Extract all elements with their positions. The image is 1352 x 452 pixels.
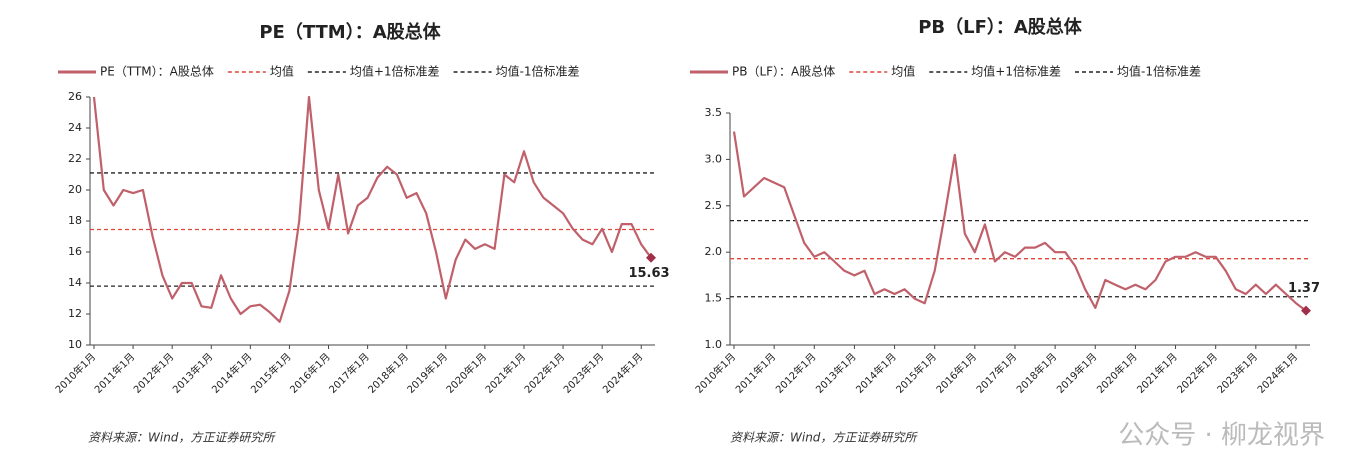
x-tick-label: 2023年1月 — [561, 350, 607, 396]
x-tick-label: 2015年1月 — [893, 350, 939, 396]
series-line — [92, 95, 652, 323]
x-tick-label: 2024年1月 — [600, 350, 646, 396]
x-tick-label: 2014年1月 — [209, 350, 255, 396]
y-tick-label: 16 — [68, 245, 82, 258]
y-tick-label: 3.0 — [705, 152, 723, 165]
legend-label: PE（TTM）：A股总体 — [100, 65, 214, 79]
end-marker — [1301, 305, 1311, 316]
x-tick-label: 2021年1月 — [482, 350, 528, 396]
end-label: 1.37 — [1288, 281, 1320, 296]
legend-label: 均值-1倍标准差 — [1117, 64, 1201, 79]
y-tick-label: 26 — [68, 90, 82, 103]
x-tick-label: 2019年1月 — [1054, 350, 1100, 396]
legend-label: 均值 — [891, 64, 915, 79]
y-tick-label: 14 — [68, 276, 82, 289]
x-tick-label: 2016年1月 — [287, 350, 333, 396]
x-tick-label: 2018年1月 — [1014, 350, 1060, 396]
x-tick-label: 2011年1月 — [733, 350, 779, 396]
y-tick-label: 20 — [68, 183, 82, 196]
end-marker — [646, 252, 656, 263]
x-tick-label: 2019年1月 — [404, 350, 450, 396]
legend-label: PB（LF）：A股总体 — [732, 65, 835, 79]
legend-label: 均值+1倍标准差 — [350, 64, 440, 79]
x-tick-label: 2011年1月 — [92, 350, 138, 396]
chart-title: PE（TTM）：A股总体 — [259, 21, 441, 43]
x-tick-label: 2010年1月 — [692, 350, 738, 396]
y-tick-label: 18 — [68, 214, 82, 227]
x-tick-label: 2014年1月 — [853, 350, 899, 396]
x-tick-label: 2018年1月 — [365, 350, 411, 396]
legend-label: 均值-1倍标准差 — [496, 64, 580, 79]
source-note: 资料来源：Wind，方正证券研究所 — [88, 431, 276, 445]
x-tick-label: 2017年1月 — [326, 350, 372, 396]
x-tick-label: 2010年1月 — [52, 350, 98, 396]
x-tick-label: 2013年1月 — [170, 350, 216, 396]
legend-label: 均值+1倍标准差 — [971, 64, 1061, 79]
watermark: 公众号 · 柳龙视界 — [1118, 421, 1325, 451]
series-line — [732, 131, 1307, 312]
y-tick-label: 24 — [68, 121, 82, 134]
x-tick-label: 2022年1月 — [521, 350, 567, 396]
y-tick-label: 2.0 — [705, 245, 723, 258]
y-tick-label: 3.5 — [705, 106, 723, 119]
x-tick-label: 2020年1月 — [443, 350, 489, 396]
x-tick-label: 2012年1月 — [131, 350, 177, 396]
y-tick-label: 12 — [68, 307, 82, 320]
x-tick-label: 2012年1月 — [773, 350, 819, 396]
x-tick-label: 2020年1月 — [1094, 350, 1140, 396]
x-tick-label: 2013年1月 — [813, 350, 859, 396]
chart-title: PB（LF）：A股总体 — [918, 16, 1083, 38]
y-tick-label: 1.5 — [705, 292, 723, 305]
y-tick-label: 2.5 — [705, 199, 723, 212]
y-tick-label: 22 — [68, 152, 82, 165]
x-tick-label: 2024年1月 — [1254, 350, 1300, 396]
end-label: 15.63 — [628, 266, 669, 281]
x-tick-label: 2021年1月 — [1134, 350, 1180, 396]
y-tick-label: 1.0 — [705, 338, 723, 351]
x-tick-label: 2015年1月 — [248, 350, 294, 396]
x-tick-label: 2016年1月 — [933, 350, 979, 396]
x-tick-label: 2022年1月 — [1174, 350, 1220, 396]
y-tick-label: 10 — [68, 338, 82, 351]
x-tick-label: 2017年1月 — [973, 350, 1019, 396]
legend-label: 均值 — [270, 64, 294, 79]
x-tick-label: 2023年1月 — [1214, 350, 1260, 396]
source-note: 资料来源：Wind，方正证券研究所 — [730, 431, 918, 445]
